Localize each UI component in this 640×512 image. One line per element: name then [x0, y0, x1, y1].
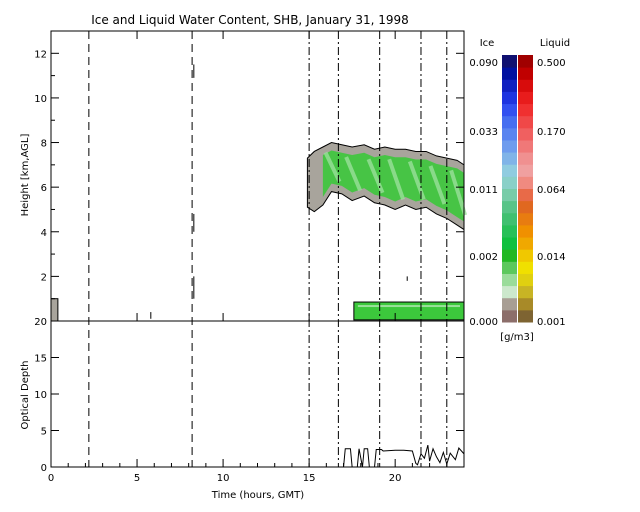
ice-legend-swatch	[502, 91, 517, 105]
ice-legend-swatch	[502, 200, 517, 214]
liquid-legend-swatch	[518, 164, 533, 177]
liquid-legend-label: 0.014	[537, 252, 566, 263]
liquid-legend-swatch	[518, 212, 533, 226]
optical-depth-plot: 0 5 10 15 20 0 5 10 15 20	[34, 317, 465, 484]
liquid-legend-swatch	[518, 188, 533, 202]
ice-legend-label: 0.090	[469, 58, 498, 69]
upper-cloud-core	[322, 150, 464, 222]
optical-depth-tick-label: 15	[34, 354, 47, 365]
ice-legend-swatch	[502, 273, 517, 287]
liquid-legend-swatch	[518, 67, 533, 80]
liquid-legend-swatch	[518, 261, 533, 274]
ice-legend-swatch	[502, 127, 517, 141]
liquid-legend-label: 0.170	[537, 127, 566, 138]
optical-depth-tick-label: 10	[34, 390, 47, 401]
height-tick-label: 12	[34, 49, 47, 60]
height-tick-label: 8	[41, 139, 47, 150]
color-legend: 0.090 0.033 0.011 0.002 0.000 0.500 0.170 0.064…	[469, 55, 566, 328]
ice-legend-swatch	[502, 237, 517, 250]
liquid-legend-swatch	[518, 200, 533, 214]
liquid-legend-header: Liquid	[540, 38, 570, 49]
height-axis-label: Height [km,AGL]	[20, 134, 31, 217]
ice-legend-swatch	[502, 309, 517, 323]
ice-legend-swatch	[502, 115, 517, 129]
time-tick-label: 15	[303, 473, 316, 484]
ice-legend-label: 0.011	[469, 185, 498, 196]
liquid-legend-swatch	[518, 309, 533, 323]
liquid-legend-label: 0.500	[537, 58, 566, 69]
upper-cloud-streak	[323, 151, 342, 183]
liquid-legend-swatch	[518, 176, 533, 189]
height-tick-label: 4	[41, 228, 47, 239]
liquid-legend-swatch	[518, 249, 533, 262]
water-content-plot: 2 4 6 8 10 12	[34, 30, 468, 467]
optical-depth-line	[51, 444, 465, 468]
optical-depth-tick-label: 20	[34, 317, 47, 328]
lower-cloud-highlight	[357, 305, 460, 308]
ice-legend-swatch	[502, 67, 517, 80]
liquid-legend-swatch	[518, 285, 533, 299]
ice-legend-swatch	[502, 79, 517, 92]
liquid-legend-swatch	[518, 127, 533, 141]
liquid-legend-swatch	[518, 115, 533, 129]
ice-legend-swatch	[502, 139, 517, 153]
upper-cloud-streak	[344, 156, 362, 192]
ice-legend-swatch	[502, 103, 517, 117]
ice-legend-swatch	[502, 285, 517, 299]
ice-legend-swatch	[502, 212, 517, 226]
bottom-plot-frame	[50, 320, 465, 468]
optical-depth-tick-label: 0	[41, 463, 47, 474]
liquid-legend-label: 0.001	[537, 317, 566, 328]
height-tick-label: 6	[41, 183, 47, 194]
time-tick-label: 5	[134, 473, 140, 484]
liquid-legend-swatch	[518, 139, 533, 153]
height-tick-label: 10	[34, 94, 47, 105]
upper-cloud-streak	[387, 158, 406, 201]
ice-legend-label: 0.000	[469, 317, 498, 328]
time-tick-label: 10	[217, 473, 230, 484]
height-tick-label: 2	[41, 272, 47, 283]
liquid-legend-swatch	[518, 224, 533, 238]
ice-legend-swatch	[502, 55, 517, 68]
chart-title: Ice and Liquid Water Content, SHB, Janua…	[91, 13, 409, 27]
time-axis-label: Time (hours, GMT)	[211, 490, 305, 501]
ice-legend-swatch	[502, 164, 517, 177]
ice-legend-header: Ice	[480, 38, 495, 49]
upper-cloud-streak	[366, 158, 385, 194]
ice-legend-label: 0.002	[469, 252, 498, 263]
ice-legend-swatch	[502, 176, 517, 189]
liquid-legend-swatch	[518, 297, 533, 311]
ice-legend-swatch	[502, 249, 517, 262]
left-cloud	[50, 298, 59, 322]
liquid-legend-swatch	[518, 91, 533, 105]
ice-legend-swatch	[502, 188, 517, 202]
legend-units: [g/m3]	[500, 332, 534, 343]
time-tick-label: 0	[48, 473, 54, 484]
liquid-legend-swatch	[518, 79, 533, 92]
ice-legend-swatch	[502, 224, 517, 238]
upper-cloud-streak	[407, 160, 426, 201]
liquid-legend-swatch	[518, 55, 533, 68]
optical-depth-tick-label: 5	[41, 427, 47, 438]
lower-cloud-band	[353, 301, 465, 321]
liquid-legend-swatch	[518, 152, 533, 165]
liquid-legend-swatch	[518, 103, 533, 117]
ice-legend-swatch	[502, 297, 517, 311]
ice-legend-label: 0.033	[469, 127, 498, 138]
liquid-legend-swatch	[518, 237, 533, 250]
upper-cloud-streak	[449, 169, 468, 216]
optical-depth-axis-label: Optical Depth	[20, 361, 31, 430]
time-tick-label: 20	[389, 473, 402, 484]
upper-cloud-streak	[428, 165, 447, 205]
ice-legend-swatch	[502, 261, 517, 274]
liquid-legend-label: 0.064	[537, 185, 566, 196]
liquid-legend-swatch	[518, 273, 533, 287]
ice-legend-swatch	[502, 152, 517, 165]
